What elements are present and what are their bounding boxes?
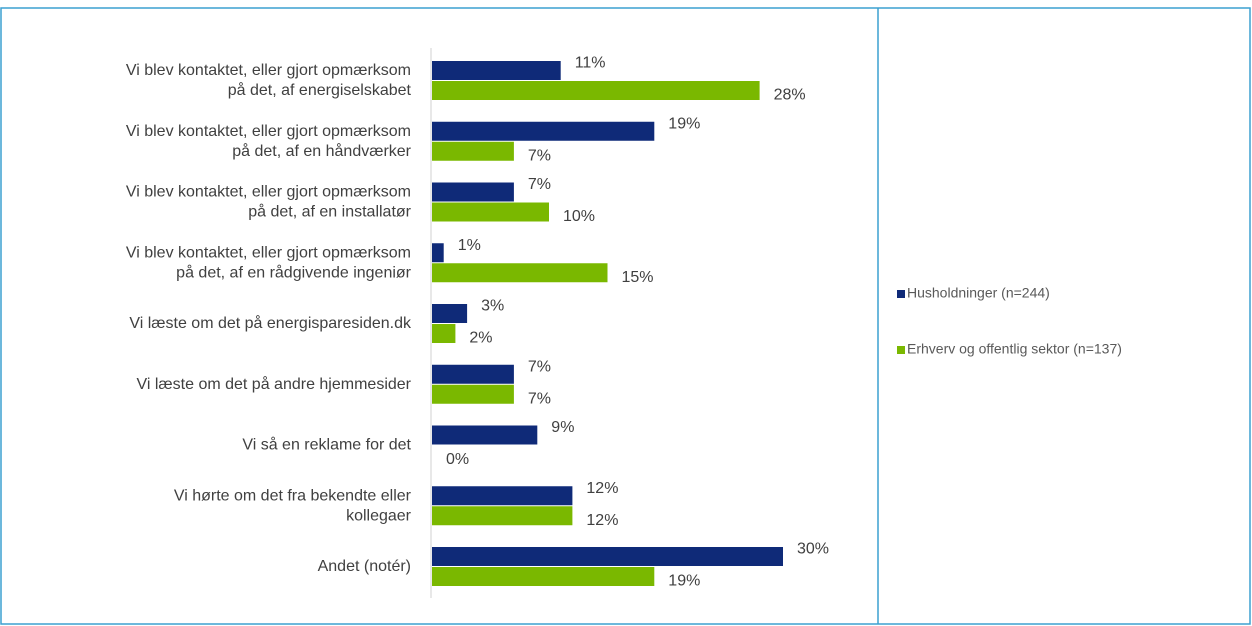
value-label: 28% — [774, 87, 806, 104]
value-label: 19% — [668, 115, 700, 132]
category-label: Vi blev kontaktet, eller gjort opmærksom — [126, 62, 411, 79]
value-label: 30% — [797, 541, 829, 558]
category-label: Vi blev kontaktet, eller gjort opmærksom — [126, 184, 411, 201]
value-label: 9% — [551, 419, 574, 436]
bar — [432, 141, 514, 161]
category-label: Vi læste om det på andre hjemmesider — [136, 375, 411, 393]
bar — [432, 567, 655, 586]
value-label: 12% — [586, 480, 618, 497]
legend-label: Husholdninger (n=244) — [907, 285, 1050, 301]
value-label: 0% — [446, 451, 469, 468]
category-label: Andet (notér) — [318, 558, 411, 575]
value-label: 7% — [528, 390, 551, 407]
bar — [432, 425, 538, 445]
category-label: Vi blev kontaktet, eller gjort opmærksom — [126, 244, 411, 261]
bar — [432, 384, 514, 404]
value-label: 12% — [586, 512, 618, 529]
bar — [432, 506, 573, 526]
bar — [432, 243, 444, 263]
bar — [432, 81, 760, 100]
bar — [432, 486, 573, 506]
value-label: 10% — [563, 208, 595, 225]
bar — [432, 364, 514, 384]
category-label: på det, af en installatør — [248, 203, 411, 221]
bar — [432, 182, 514, 202]
value-label: 19% — [668, 573, 700, 590]
category-label: kollegaer — [346, 507, 412, 524]
value-label: 3% — [481, 298, 504, 315]
value-label: 1% — [458, 237, 481, 254]
bar — [432, 324, 456, 343]
bar — [432, 263, 608, 283]
value-label: 7% — [528, 358, 551, 375]
category-label: på det, af en rådgivende ingeniør — [176, 263, 412, 281]
bar — [432, 121, 655, 141]
category-label: Vi hørte om det fra bekendte eller — [174, 487, 412, 504]
value-label: 15% — [622, 269, 654, 286]
category-label: Vi så en reklame for det — [242, 436, 411, 454]
legend-swatch — [897, 290, 905, 298]
bar — [432, 547, 783, 566]
bar — [432, 304, 468, 323]
category-label: på det, af energiselskabet — [228, 81, 412, 99]
legend-swatch — [897, 346, 905, 354]
value-label: 7% — [528, 147, 551, 164]
value-label: 2% — [469, 330, 492, 347]
category-label: Vi blev kontaktet, eller gjort opmærksom — [126, 123, 411, 140]
value-label: 7% — [528, 176, 551, 193]
bar — [432, 202, 549, 222]
value-label: 11% — [575, 55, 606, 72]
frame — [0, 7, 1251, 625]
legend-label: Erhverv og offentlig sektor (n=137) — [907, 341, 1122, 357]
category-label: Vi læste om det på energisparesiden.dk — [129, 314, 412, 332]
category-label: på det, af en håndværker — [232, 142, 411, 160]
bar — [432, 61, 561, 80]
